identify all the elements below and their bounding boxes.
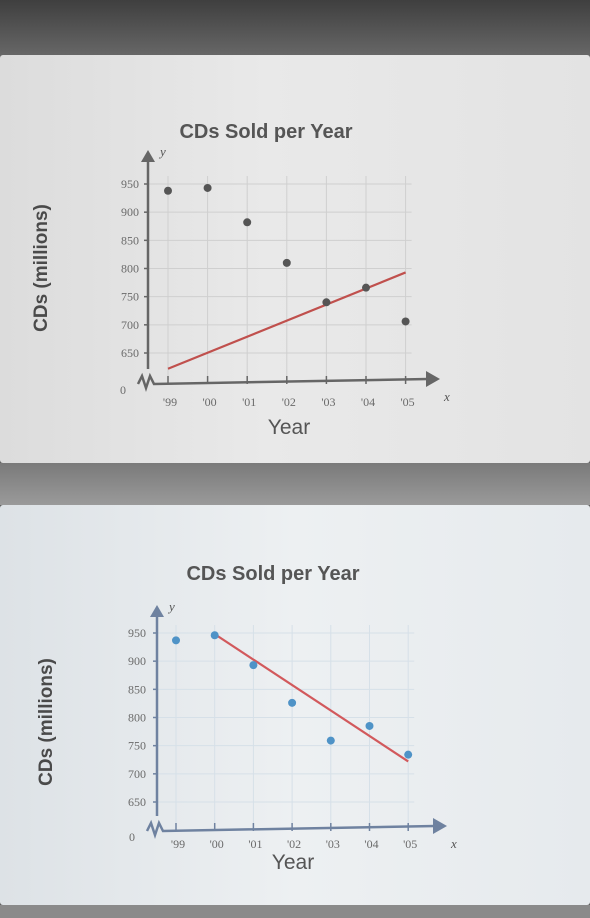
y-tick-label: 900 bbox=[128, 654, 146, 668]
x-tick-label: '02 bbox=[287, 837, 301, 851]
x-tick-label: '00 bbox=[210, 837, 224, 851]
x-tick-label: '01 bbox=[242, 395, 256, 409]
bottom-band bbox=[0, 905, 590, 918]
y-axis-variable: y bbox=[158, 144, 166, 159]
y-tick-label: 950 bbox=[128, 626, 146, 640]
data-point bbox=[404, 750, 413, 759]
x-tick-label: '02 bbox=[282, 395, 296, 409]
x-tick-label: '99 bbox=[163, 395, 177, 409]
y-tick-label: 750 bbox=[128, 739, 146, 753]
x-axis-arrow bbox=[426, 371, 440, 387]
data-point bbox=[365, 721, 374, 730]
x-tick-label: '00 bbox=[203, 395, 217, 409]
data-point bbox=[288, 698, 297, 707]
chart-title: CDs Sold per Year bbox=[186, 563, 359, 585]
x-tick-label: '01 bbox=[248, 837, 262, 851]
data-point bbox=[322, 298, 331, 307]
data-point bbox=[203, 183, 212, 192]
data-point bbox=[243, 218, 252, 227]
x-tick-label: '03 bbox=[326, 837, 340, 851]
data-point bbox=[210, 631, 219, 640]
x-tick-label: '05 bbox=[401, 395, 415, 409]
y-tick-label: 750 bbox=[121, 290, 139, 304]
axis-break bbox=[145, 819, 436, 839]
y-tick-label: 850 bbox=[121, 233, 139, 247]
data-point bbox=[249, 661, 258, 670]
data-point bbox=[401, 317, 410, 326]
y-tick-label: 800 bbox=[121, 262, 139, 276]
y-tick-label: 850 bbox=[128, 682, 146, 696]
x-axis-variable: x bbox=[443, 389, 450, 404]
x-axis-label: Year bbox=[272, 851, 314, 874]
y-axis-variable: y bbox=[167, 599, 175, 614]
y-tick-label: 950 bbox=[121, 177, 139, 191]
x-tick-label: '03 bbox=[321, 395, 335, 409]
top-band bbox=[0, 0, 590, 60]
y-axis-label: CDs (millions) bbox=[36, 658, 57, 786]
x-tick-label: '04 bbox=[361, 395, 375, 409]
y-tick-label: 800 bbox=[128, 711, 146, 725]
data-point bbox=[282, 258, 291, 267]
y-tick-label: 650 bbox=[128, 795, 146, 809]
data-point bbox=[164, 186, 172, 195]
chart-title: CDs Sold per Year bbox=[179, 121, 352, 143]
x-tick-label: '05 bbox=[403, 837, 417, 851]
card-divider bbox=[0, 463, 590, 505]
x-axis-arrow bbox=[433, 818, 447, 834]
data-point bbox=[172, 636, 180, 645]
x-axis-label: Year bbox=[268, 416, 310, 439]
chart-card-1 bbox=[0, 55, 590, 463]
x-tick-label: '04 bbox=[364, 837, 378, 851]
trend-line bbox=[214, 633, 409, 763]
x-tick-label: '99 bbox=[171, 837, 185, 851]
x-axis-variable: x bbox=[450, 836, 457, 851]
y-axis-arrow bbox=[150, 605, 164, 617]
data-point bbox=[326, 736, 335, 745]
y-tick-label: 650 bbox=[121, 346, 139, 360]
y-tick-label: 900 bbox=[121, 205, 139, 219]
origin-label: 0 bbox=[120, 383, 126, 397]
y-tick-label: 700 bbox=[128, 767, 146, 781]
data-point bbox=[362, 283, 370, 292]
axis-break bbox=[136, 372, 429, 392]
origin-label: 0 bbox=[129, 830, 135, 844]
y-axis-label: CDs (millions) bbox=[31, 204, 52, 332]
y-axis-arrow bbox=[141, 150, 155, 162]
y-tick-label: 700 bbox=[121, 318, 139, 332]
